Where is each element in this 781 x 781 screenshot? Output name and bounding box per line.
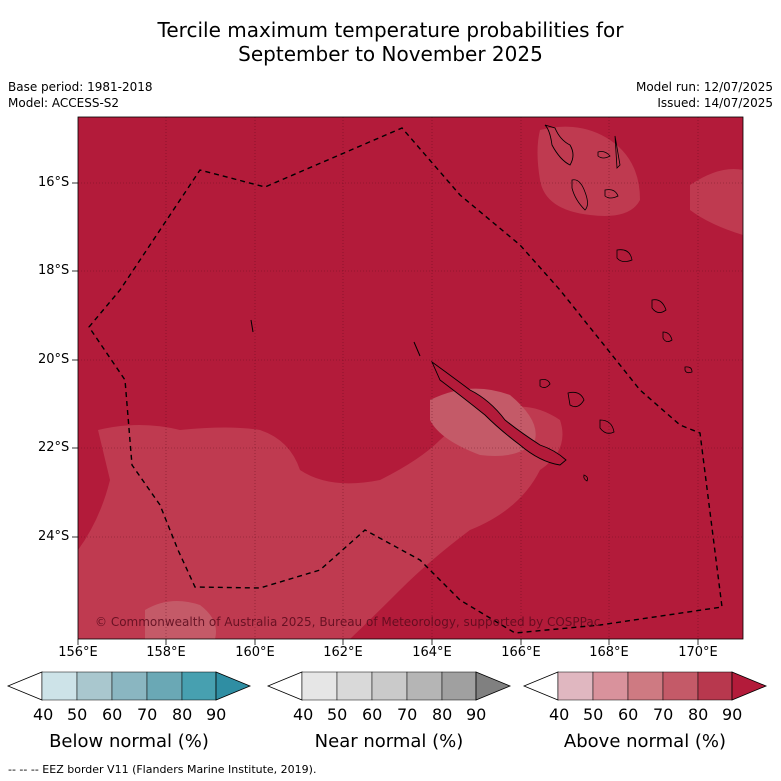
- colorbar-above-normal: [522, 671, 768, 701]
- below-tick-80: 80: [172, 705, 193, 724]
- near-tick-80: 80: [432, 705, 453, 724]
- near-tick-90: 90: [466, 705, 487, 724]
- title-line-1: Tercile maximum temperature probabilitie…: [157, 18, 624, 42]
- probability-zone-central: [430, 388, 536, 456]
- probability-zone-east: [690, 169, 743, 235]
- lat-label-18s: 18°S: [38, 263, 70, 278]
- above-tick-70: 70: [653, 705, 674, 724]
- map-frame: [77, 116, 744, 640]
- vanuatu-island-2: [597, 151, 611, 159]
- lon-label-158e: 158°E: [146, 645, 186, 660]
- lon-label-162e: 162°E: [323, 645, 363, 660]
- vanuatu-island-malakula: [571, 179, 588, 211]
- meta-left: Base period: 1981-2018 Model: ACCESS-S2: [8, 79, 153, 111]
- lon-label-164e: 164°E: [412, 645, 452, 660]
- lat-label-16s: 16°S: [38, 175, 70, 190]
- near-tick-50: 50: [327, 705, 348, 724]
- lon-label-156e: 156°E: [58, 645, 98, 660]
- vanuatu-island-5: [604, 189, 619, 199]
- vanuatu-island-efate: [616, 249, 633, 262]
- below-tick-60: 60: [102, 705, 123, 724]
- colorbar-near-normal: [266, 671, 512, 701]
- axis-ticks: [72, 182, 699, 645]
- below-tick-90: 90: [206, 705, 227, 724]
- above-tick-90: 90: [722, 705, 743, 724]
- probability-zone-southwest: [145, 601, 216, 639]
- probability-zone-70-80-south: [78, 406, 563, 639]
- lon-label-160e: 160°E: [235, 645, 275, 660]
- matthew-island: [684, 366, 693, 374]
- colorbar-below-normal: [6, 671, 252, 701]
- lon-label-170e: 170°E: [678, 645, 718, 660]
- chesterfield-islet: [250, 319, 254, 333]
- lon-label-168e: 168°E: [589, 645, 629, 660]
- near-tick-40: 40: [293, 705, 314, 724]
- model-name: Model: ACCESS-S2: [8, 96, 120, 110]
- vanuatu-island-espiritu: [544, 124, 574, 166]
- title-line-2: September to November 2025: [238, 42, 543, 66]
- isle-of-pines: [583, 474, 588, 482]
- above-tick-40: 40: [549, 705, 570, 724]
- meta-right: Model run: 12/07/2025 Issued: 14/07/2025: [636, 79, 773, 111]
- colorbar-title-above: Above normal (%): [563, 731, 727, 752]
- colorbar-title-below: Below normal (%): [49, 731, 209, 752]
- vanuatu-island-tanna: [651, 299, 667, 313]
- new-caledonia-island: [430, 360, 567, 466]
- lat-label-22s: 22°S: [38, 440, 70, 455]
- issued-date: Issued: 14/07/2025: [657, 96, 773, 110]
- loyalty-island-3: [599, 419, 615, 434]
- map-title: Tercile maximum temperature probabilitie…: [0, 18, 781, 66]
- eez-footnote: -- -- -- EEZ border V11 (Flanders Marine…: [8, 763, 317, 776]
- islet-north: [413, 341, 421, 357]
- model-run: Model run: 12/07/2025: [635, 80, 773, 94]
- colorbar-title-near: Near normal (%): [314, 731, 464, 752]
- loyalty-island-2: [567, 391, 585, 408]
- vanuatu-island-3: [614, 135, 621, 169]
- vanuatu-island-aneityum: [662, 331, 673, 342]
- lat-label-24s: 24°S: [38, 529, 70, 544]
- base-period: Base period: 1981-2018: [8, 80, 153, 94]
- below-tick-50: 50: [67, 705, 88, 724]
- eez-border: [88, 127, 723, 634]
- lat-label-20s: 20°S: [38, 352, 70, 367]
- below-tick-40: 40: [33, 705, 54, 724]
- near-tick-70: 70: [397, 705, 418, 724]
- above-tick-60: 60: [618, 705, 639, 724]
- above-tick-80: 80: [688, 705, 709, 724]
- above-tick-50: 50: [583, 705, 604, 724]
- map-copyright: © Commonwealth of Australia 2025, Bureau…: [95, 615, 600, 629]
- lon-label-166e: 166°E: [501, 645, 541, 660]
- loyalty-island-1: [539, 379, 551, 388]
- near-tick-60: 60: [362, 705, 383, 724]
- grid-lines: [78, 117, 743, 639]
- below-tick-70: 70: [137, 705, 158, 724]
- probability-zone-north: [537, 126, 640, 216]
